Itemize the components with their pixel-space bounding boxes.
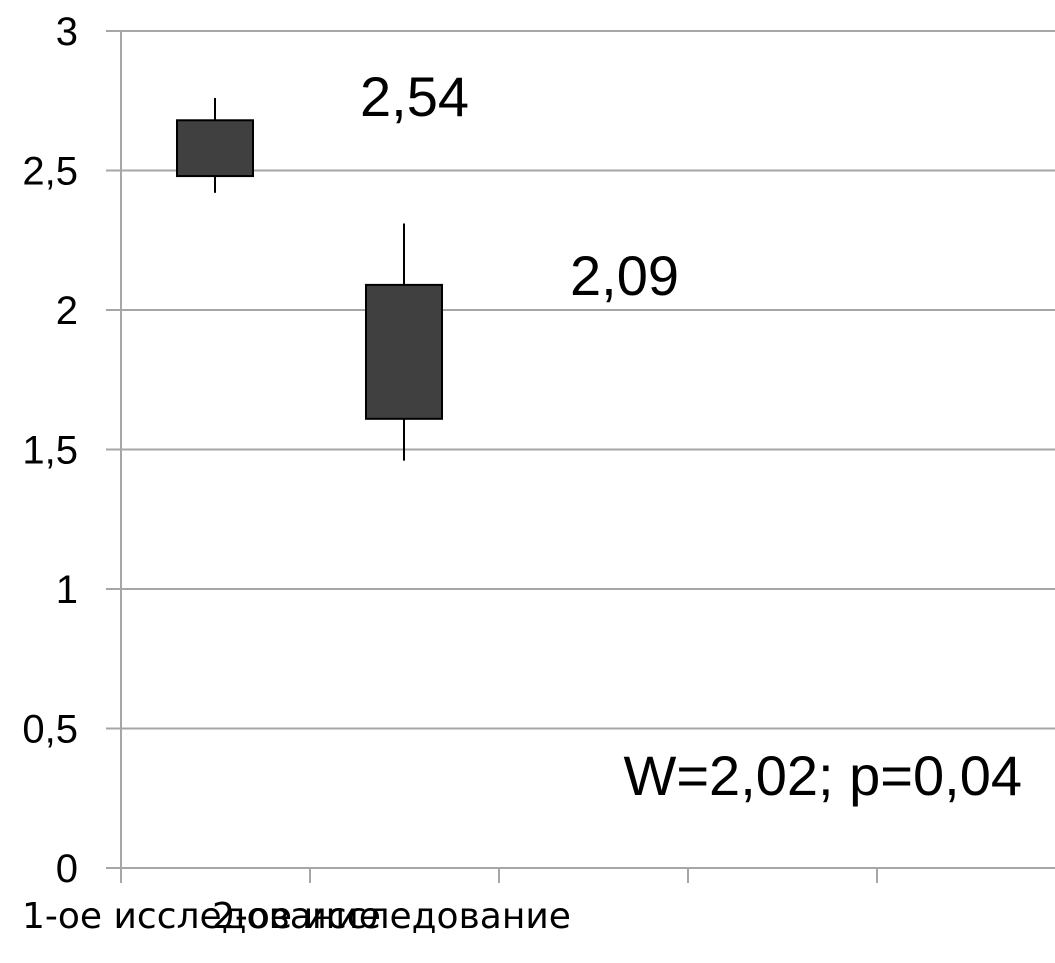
candle-box <box>176 119 254 178</box>
y-tick-label: 3 <box>56 10 78 54</box>
y-tick-label: 1 <box>56 568 78 612</box>
data-label: 2,09 <box>570 244 679 307</box>
category-label: 1-ое исследование <box>22 896 381 937</box>
y-tick-label: 1,5 <box>22 429 78 473</box>
statistics-annotation: W=2,02; p=0,04 <box>623 744 1022 807</box>
data-labels: 2,54 2,09 <box>360 65 679 307</box>
axes <box>106 30 1055 883</box>
y-tick-label: 2,5 <box>22 150 78 194</box>
y-tick-label: 2 <box>56 289 78 333</box>
candle-box <box>365 283 443 420</box>
grid-lines <box>121 30 1055 730</box>
y-tick-label: 0 <box>56 847 78 891</box>
y-tick-label: 0,5 <box>22 708 78 752</box>
data-label: 2,54 <box>360 65 469 128</box>
category-label: 2-ое исследование <box>212 896 571 937</box>
y-tick-labels: 0 0,5 1 1,5 2 2,5 3 <box>22 10 78 891</box>
candles <box>176 97 443 461</box>
